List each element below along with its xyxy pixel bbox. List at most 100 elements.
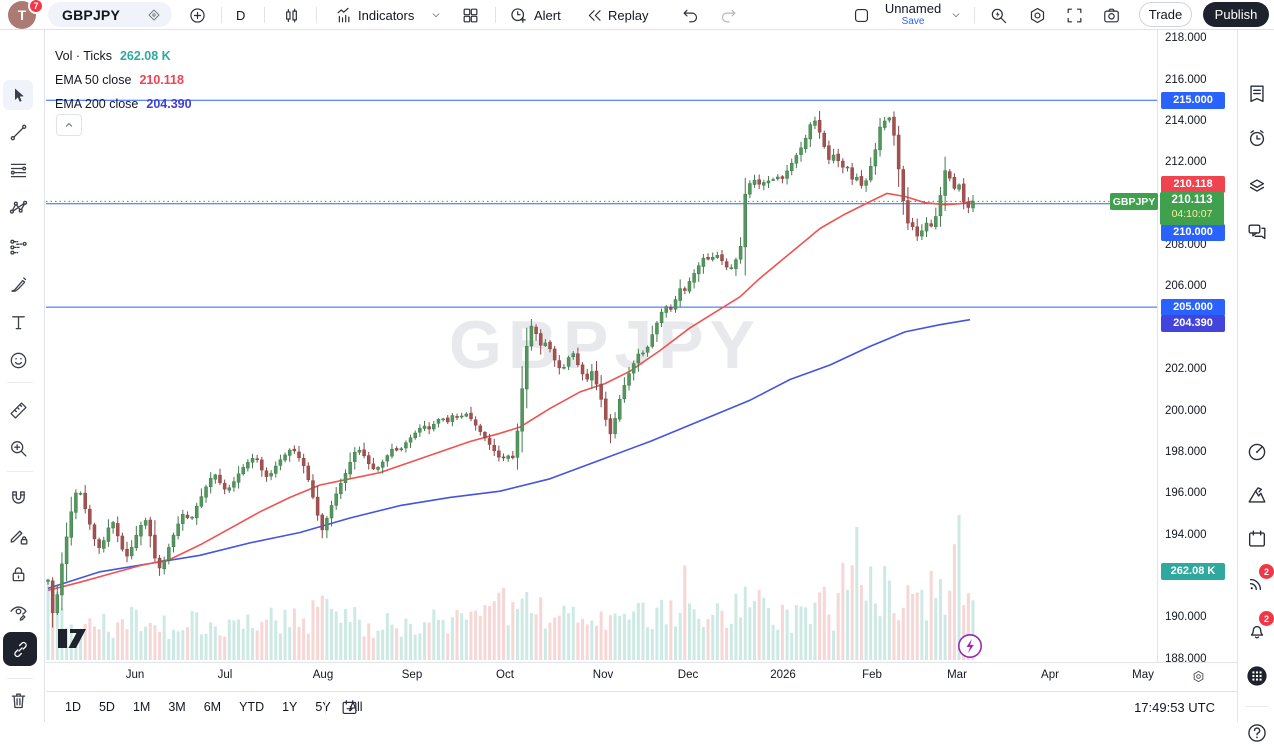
tool-fib-retracement[interactable] bbox=[3, 155, 33, 185]
sidebar-object-tree-icon[interactable] bbox=[1243, 172, 1270, 199]
boost-button bbox=[957, 633, 982, 658]
range-1D[interactable]: 1D bbox=[65, 700, 81, 714]
price-tick: 188.000 bbox=[1165, 652, 1207, 665]
price-tick: 216.000 bbox=[1165, 73, 1207, 86]
tool-brush[interactable] bbox=[3, 269, 33, 299]
price-tick: 218.000 bbox=[1165, 32, 1207, 45]
legend-volume-value: 262.08 K bbox=[119, 49, 171, 63]
tool-text[interactable] bbox=[3, 307, 33, 337]
sidebar-calendar-icon[interactable] bbox=[1243, 525, 1270, 552]
tradingview-logo bbox=[58, 629, 86, 648]
settings-icon[interactable] bbox=[1025, 3, 1049, 27]
range-1M[interactable]: 1M bbox=[132, 700, 151, 714]
trade-button[interactable]: Trade bbox=[1139, 2, 1192, 27]
time-tick: Jul bbox=[217, 669, 233, 681]
tool-forecast[interactable] bbox=[3, 231, 33, 261]
sidebar-news-icon[interactable]: 2 bbox=[1243, 564, 1274, 596]
snapshot-camera-icon[interactable] bbox=[1099, 3, 1123, 27]
legend-volume[interactable]: Vol · Ticks 262.08 K bbox=[55, 44, 192, 68]
sidebar-notifications-icon[interactable]: 2 bbox=[1243, 611, 1274, 643]
time-tick: Aug bbox=[312, 669, 334, 681]
sidebar-sparks-icon[interactable] bbox=[1243, 481, 1270, 508]
indicators-icon[interactable] bbox=[332, 3, 356, 27]
range-YTD[interactable]: YTD bbox=[239, 700, 265, 714]
tool-magnet[interactable] bbox=[3, 483, 33, 513]
range-5D[interactable]: 5D bbox=[98, 700, 115, 714]
price-axis-label: 210.000 bbox=[1161, 223, 1225, 241]
time-tick: Dec bbox=[677, 669, 699, 681]
price-tick: 206.000 bbox=[1165, 280, 1207, 293]
tool-trend-line[interactable] bbox=[3, 117, 33, 147]
range-1Y[interactable]: 1Y bbox=[282, 700, 298, 714]
tool-emoji[interactable] bbox=[3, 345, 33, 375]
indicator-legend: Vol · Ticks 262.08 K EMA 50 close 210.11… bbox=[55, 44, 192, 116]
range-3M[interactable]: 3M bbox=[168, 700, 186, 714]
axis-settings-icon[interactable] bbox=[1188, 666, 1208, 686]
layout-grid-button[interactable] bbox=[458, 3, 482, 27]
tool-zoom-in[interactable] bbox=[3, 433, 33, 463]
time-tick: Oct bbox=[496, 669, 514, 681]
time-tick: Nov bbox=[592, 669, 614, 681]
price-axis-label: 215.000 bbox=[1161, 91, 1225, 109]
sidebar-alerts-icon[interactable] bbox=[1243, 124, 1270, 151]
price-axis-label: 210.118 bbox=[1161, 175, 1225, 193]
alert-clock-icon[interactable] bbox=[506, 3, 530, 27]
time-tick: May bbox=[1132, 669, 1154, 681]
tool-stay-drawing-mode[interactable] bbox=[3, 521, 33, 551]
badge-count: 2 bbox=[1259, 611, 1274, 626]
bottom-toolbar: 1D 5D 1M 3M 6M YTD 1Y 5Y All 17:49:53 UTC bbox=[46, 691, 1237, 722]
chart-style-button[interactable] bbox=[279, 3, 303, 27]
chart-canvas[interactable]: GBPJPY bbox=[0, 0, 1274, 722]
tool-cursor[interactable] bbox=[3, 80, 33, 110]
symbol-price-tag: GBPJPY bbox=[1110, 193, 1158, 210]
layout-name-menu[interactable]: Unnamed Save bbox=[880, 1, 946, 27]
chevron-down-icon[interactable] bbox=[948, 3, 964, 27]
quick-search-icon[interactable] bbox=[986, 3, 1010, 27]
sidebar-watchlist-icon[interactable] bbox=[1243, 80, 1270, 107]
sidebar-apps-icon[interactable] bbox=[1243, 662, 1270, 689]
legend-ema50[interactable]: EMA 50 close 210.118 bbox=[55, 68, 192, 92]
go-to-date-button[interactable] bbox=[337, 695, 361, 719]
time-tick: Feb bbox=[862, 669, 882, 681]
chevron-down-icon[interactable] bbox=[428, 3, 444, 27]
tool-xabcd-pattern[interactable] bbox=[3, 193, 33, 223]
indicators-button[interactable]: Indicators bbox=[358, 7, 415, 23]
publish-button[interactable]: Publish bbox=[1203, 2, 1269, 27]
price-tick: 212.000 bbox=[1165, 156, 1207, 169]
tool-lock-all[interactable] bbox=[3, 559, 33, 589]
interval-button[interactable]: D bbox=[236, 7, 246, 23]
legend-ema50-value: 210.118 bbox=[139, 73, 184, 87]
clock-utc[interactable]: 17:49:53 UTC bbox=[1134, 699, 1215, 715]
fullscreen-icon[interactable] bbox=[1062, 3, 1086, 27]
volume-series bbox=[46, 515, 975, 660]
user-avatar[interactable]: T bbox=[8, 1, 36, 29]
tool-sync-drawings[interactable] bbox=[3, 632, 37, 666]
legend-collapse-button[interactable] bbox=[56, 114, 82, 136]
sidebar-help-icon[interactable] bbox=[1243, 719, 1270, 746]
range-6M[interactable]: 6M bbox=[203, 700, 222, 714]
layout-name: Unnamed bbox=[884, 1, 942, 16]
replay-button[interactable]: Replay bbox=[608, 7, 649, 23]
legend-ema200[interactable]: EMA 200 close 204.390 bbox=[55, 92, 192, 116]
toolbar-separator bbox=[221, 7, 222, 23]
layout-box-icon[interactable] bbox=[849, 3, 873, 27]
compare-add-symbol-button[interactable] bbox=[185, 3, 209, 27]
price-tick: 200.000 bbox=[1165, 404, 1207, 417]
undo-button[interactable] bbox=[678, 3, 702, 27]
price-tick: 198.000 bbox=[1165, 445, 1207, 458]
tool-hide-all[interactable] bbox=[3, 597, 33, 627]
toolbar-separator bbox=[264, 7, 265, 23]
legend-ema200-value: 204.390 bbox=[146, 97, 192, 111]
range-5Y[interactable]: 5Y bbox=[315, 700, 331, 714]
symbol-search-button[interactable]: GBPJPY bbox=[48, 2, 172, 27]
time-axis[interactable]: Jun Jul Aug Sep Oct Nov Dec 2026 Feb Mar Apr May bbox=[46, 662, 1237, 691]
redo-button[interactable] bbox=[716, 3, 740, 27]
tool-remove-all[interactable] bbox=[3, 685, 33, 715]
tool-ruler[interactable] bbox=[3, 395, 33, 425]
replay-icon[interactable] bbox=[582, 3, 606, 27]
price-axis[interactable]: 218.000 216.000 214.000 212.000 208.000 206.0… bbox=[1157, 30, 1237, 691]
price-axis-label: 204.390 bbox=[1161, 314, 1225, 332]
sidebar-screener-icon[interactable] bbox=[1243, 438, 1270, 465]
sidebar-chats-icon[interactable] bbox=[1243, 218, 1270, 245]
alert-button[interactable]: Alert bbox=[534, 7, 561, 23]
